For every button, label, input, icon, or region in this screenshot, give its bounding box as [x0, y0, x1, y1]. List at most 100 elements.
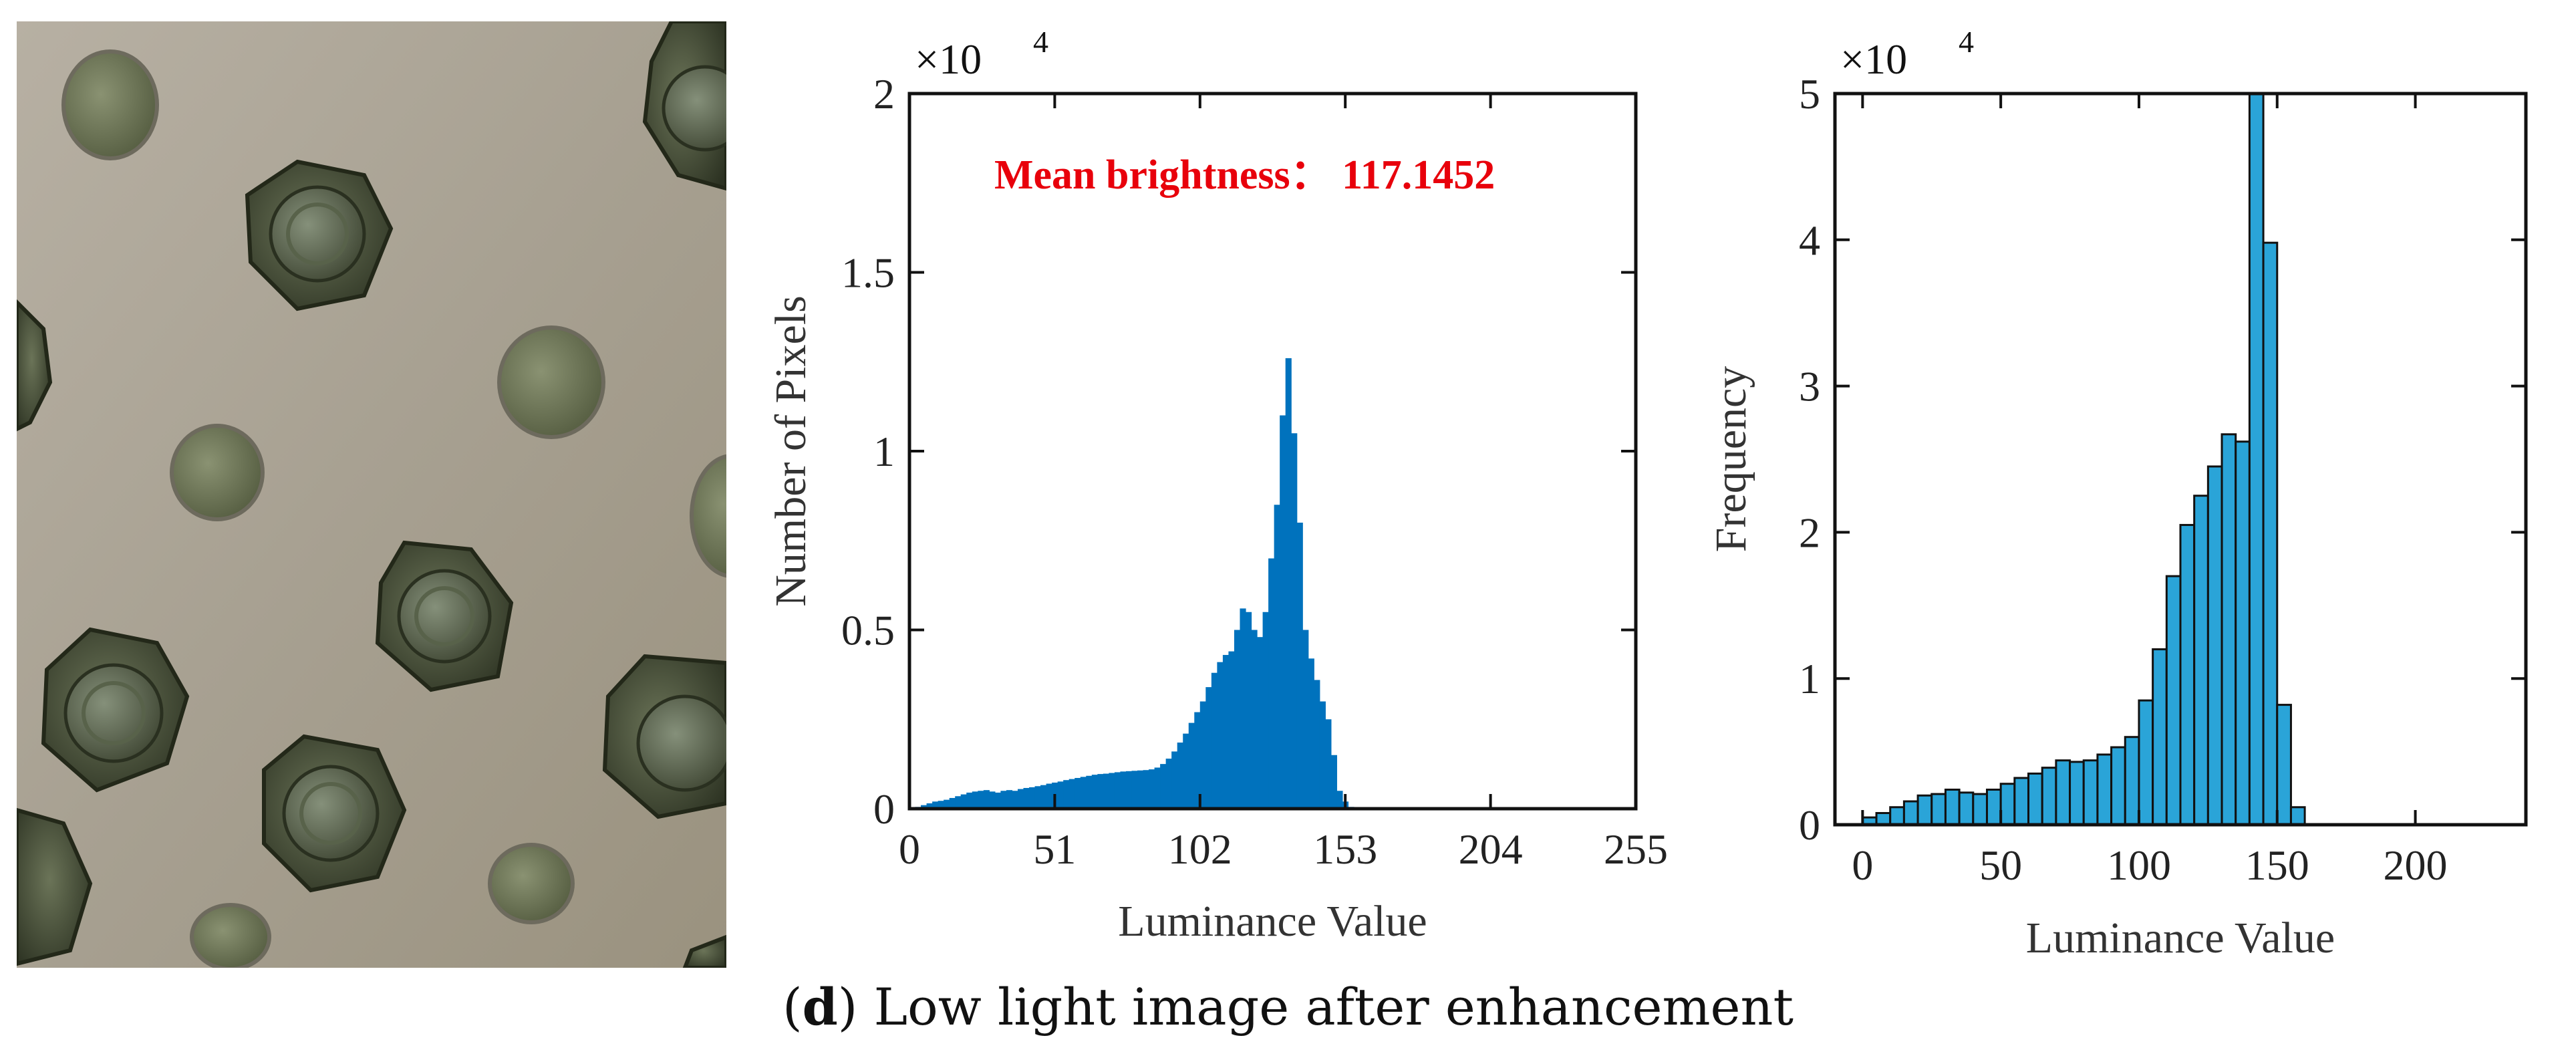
- histogram-bin: [1034, 786, 1041, 809]
- frequency-bar: [1999, 783, 2016, 826]
- histogram-bin: [1091, 775, 1098, 809]
- frequency-bar: [1889, 806, 1905, 826]
- histogram-bin: [1029, 787, 1036, 809]
- frequency-bar: [2082, 759, 2099, 826]
- chart1-exponent-power: 4: [1033, 25, 1048, 59]
- histogram-bin: [1188, 722, 1195, 809]
- chart2-exponent-power: 4: [1959, 25, 1974, 59]
- x-tick-label: 0: [899, 825, 920, 873]
- x-tick-label: 102: [1168, 825, 1232, 873]
- x-tick-label: 150: [2245, 841, 2309, 889]
- histogram-bin: [1137, 770, 1144, 809]
- frequency-bar: [2055, 759, 2071, 826]
- frequency-bar: [2013, 777, 2030, 826]
- histogram-bin: [1246, 612, 1252, 809]
- x-tick-label: 204: [1459, 825, 1523, 873]
- photo-graphic: [17, 21, 726, 968]
- histogram-bin: [932, 801, 939, 809]
- histogram-bin: [1257, 637, 1264, 809]
- histogram-bin: [1211, 672, 1218, 809]
- histogram-bin: [1154, 767, 1161, 809]
- y-tick-label: 0.5: [841, 607, 895, 654]
- histogram-bin: [1068, 779, 1075, 809]
- histogram-bin: [1296, 523, 1303, 809]
- histogram-bin: [1217, 662, 1224, 809]
- histogram-bin: [921, 805, 927, 809]
- histogram-bin: [1291, 433, 1298, 809]
- histogram-bin: [1274, 505, 1280, 809]
- histogram-bin: [1222, 654, 1230, 809]
- y-tick-label: 0: [1799, 801, 1820, 849]
- y-tick-label: 0: [873, 785, 895, 833]
- histogram-bin: [1012, 791, 1018, 809]
- histogram-bin: [1228, 651, 1235, 809]
- caption-label: d: [802, 977, 838, 1037]
- chart1-y-axis-label: Number of Pixels: [766, 295, 815, 607]
- histogram-bin: [1177, 743, 1183, 809]
- figure-caption: (d) Low light image after enhancement: [782, 977, 1794, 1037]
- histogram-bin: [1103, 773, 1109, 809]
- histogram-bin: [1143, 770, 1149, 809]
- plate-holes: [61, 49, 726, 968]
- x-tick-label: 200: [2384, 841, 2448, 889]
- chart1-exponent-base: ×10: [915, 35, 982, 83]
- hex-nuts: [17, 21, 726, 968]
- frequency-bars-group: [1861, 92, 2306, 826]
- histogram-bin: [1131, 771, 1138, 809]
- histogram-bin: [1325, 719, 1332, 809]
- histogram-bin: [1097, 774, 1104, 809]
- frequency-bar: [2193, 495, 2209, 826]
- x-tick-label: 0: [1852, 841, 1873, 889]
- histogram-bin: [1160, 764, 1167, 809]
- y-tick-label: 1: [1799, 655, 1820, 702]
- mean-brightness-annotation: Mean brightness： 117.1452: [994, 152, 1495, 198]
- frequency-bar: [2221, 433, 2237, 826]
- histogram-chart: 0 51 102 153 204 255 0 0.5 1 1.5 2 ×10 4 Mean brig…: [766, 25, 1668, 946]
- frequency-bar: [2248, 92, 2265, 826]
- histogram-bin: [1262, 612, 1269, 809]
- histogram-bin: [1183, 733, 1189, 809]
- histogram-bin: [949, 797, 956, 809]
- histogram-bin: [989, 791, 996, 809]
- histogram-bin: [955, 796, 962, 809]
- y-tick-label: 1.5: [841, 249, 895, 297]
- histogram-bin: [944, 799, 950, 809]
- frequency-bar: [2289, 806, 2306, 826]
- histogram-bin: [1199, 701, 1206, 809]
- histogram-bin: [1234, 630, 1241, 809]
- x-tick-label: 50: [1979, 841, 2022, 889]
- y-tick-label: 4: [1799, 217, 1820, 264]
- histogram-bin: [1280, 415, 1286, 809]
- histogram-bin: [972, 791, 978, 809]
- frequency-bar: [1916, 794, 1933, 826]
- histogram-bin: [1017, 789, 1024, 809]
- frequency-bar: [2235, 440, 2251, 826]
- histogram-bin: [1149, 769, 1155, 809]
- frequency-bar-chart: 0 50 100 150 200 0 1 2 3 4 5 ×10 4 Luminance Value…: [1707, 25, 2528, 962]
- histogram-bin: [1000, 791, 1007, 809]
- histogram-bin: [994, 792, 1002, 809]
- histogram-bin: [1063, 780, 1070, 809]
- histogram-bin: [1006, 790, 1013, 809]
- y-tick-label: 1: [873, 428, 895, 475]
- histogram-bin: [1194, 712, 1201, 809]
- histogram-bin: [1023, 787, 1030, 809]
- hex-bolt-plate-photo: [17, 21, 726, 968]
- histogram-bin: [1308, 658, 1314, 809]
- frequency-bar: [2206, 465, 2223, 826]
- histogram-bin: [1268, 558, 1275, 809]
- frequency-bar: [2138, 699, 2154, 826]
- frequency-bar: [2165, 575, 2182, 826]
- histogram-bin: [1205, 687, 1212, 809]
- histogram-bin: [1165, 759, 1172, 809]
- y-tick-label: 3: [1799, 363, 1820, 410]
- histogram-bin: [1330, 755, 1338, 809]
- y-tick-label: 2: [1799, 509, 1820, 556]
- histogram-bin: [1171, 751, 1178, 809]
- histogram-bin: [1109, 773, 1115, 809]
- frequency-bar: [1972, 793, 1988, 826]
- frequency-bar: [2152, 648, 2168, 826]
- frequency-bar: [2110, 746, 2126, 826]
- frequency-bar: [2069, 761, 2085, 826]
- histogram-bin: [1040, 785, 1047, 809]
